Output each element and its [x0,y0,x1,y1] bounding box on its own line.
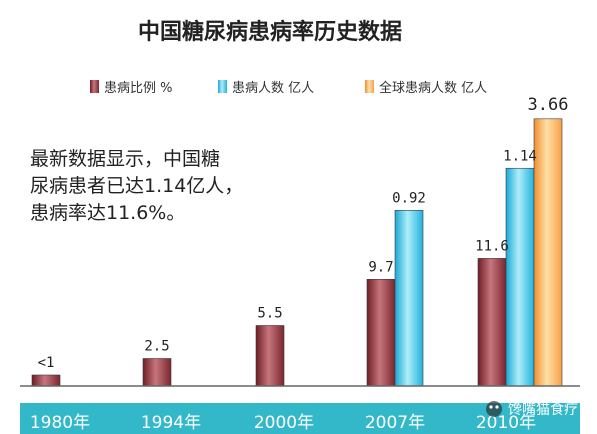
legend-swatch-0 [90,80,99,93]
data-label-1-3: 0.92 [392,190,426,206]
annotation-line-3: 患病率达11.6%。 [30,202,185,224]
legend-swatch-2 [365,80,374,93]
watermark-text: 馋嘴猫食疗 [508,401,578,418]
bar-0-3 [366,278,396,387]
legend-swatch-1 [218,80,227,93]
data-label-0-3: 9.7 [368,259,393,275]
legend-label-2: 全球患病人数 亿人 [379,80,487,96]
bar-0-0 [31,374,61,387]
category-label-1: 1994年 [141,413,201,433]
bar-1-4 [505,167,535,387]
data-labels-layer: <1 2.5 5.5 9.7 0.92 11.6 1.14 3.66 [38,95,569,371]
watermark: 馋嘴猫食疗 [486,401,578,418]
data-label-1-4: 1.14 [503,148,537,164]
bar-0-1 [142,358,172,387]
category-label-4: 2010年 [476,413,536,433]
bar-0-2 [255,325,285,387]
wechat-icon-dot-left [489,405,493,409]
annotation: 最新数据显示，中国糖 尿病患者已达1.14亿人， 患病率达11.6%。 [30,148,243,224]
data-label-0-2: 5.5 [257,306,282,322]
wechat-icon-dot-right [495,405,499,409]
bar-1-3 [394,209,424,387]
wechat-icon [486,401,502,417]
annotation-line-1: 最新数据显示，中国糖 [30,148,220,170]
data-label-0-0: <1 [38,355,55,371]
bar-0-4 [477,258,507,387]
category-label-3: 2007年 [365,413,425,433]
legend-label-0: 患病比例 % [104,81,173,96]
legend-label-1: 患病人数 亿人 [232,81,314,96]
legend: 患病比例 % 患病人数 亿人 全球患病人数 亿人 [90,80,487,96]
category-label-2: 2000年 [254,413,314,433]
data-label-2-4: 3.66 [528,95,569,115]
chart-title: 中国糖尿病患病率历史数据 [138,19,402,45]
bar-2-4 [533,118,563,387]
annotation-line-2: 尿病患者已达1.14亿人， [30,175,243,197]
bars-layer [31,118,563,387]
data-label-0-1: 2.5 [144,339,169,355]
category-labels: 1980年 1994年 2000年 2007年 2010年 [30,413,536,433]
category-label-0: 1980年 [30,413,90,433]
data-label-0-4: 11.6 [475,238,509,254]
